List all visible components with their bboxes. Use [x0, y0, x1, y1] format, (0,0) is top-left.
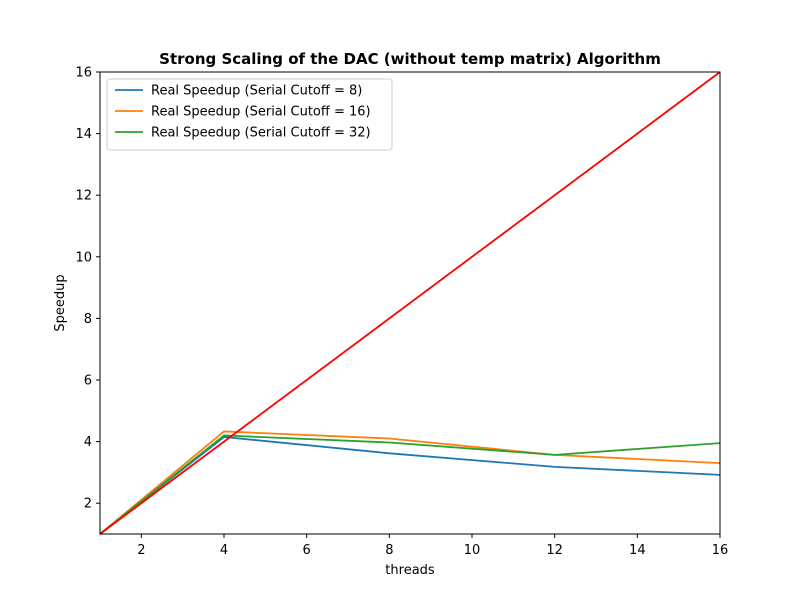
y-tick-label: 12: [75, 189, 92, 204]
legend-box: [106, 78, 393, 151]
y-tick-label: 10: [75, 250, 92, 265]
x-axis: 2 4 6 8 10 12 14 16: [137, 534, 728, 558]
y-tick-label: 2: [84, 497, 92, 512]
x-tick-label: 8: [385, 543, 393, 558]
y-axis: 2 4 6 8 10 12 14 16: [75, 66, 100, 512]
legend-entry: Real Speedup (Serial Cutoff = 8): [151, 84, 362, 99]
plot-frame: [99, 71, 721, 535]
series-line-3: [99, 434, 721, 535]
x-tick-label: 4: [220, 543, 228, 558]
y-axis-label: Speedup: [53, 274, 68, 331]
x-tick-label: 10: [464, 543, 481, 558]
series-line-1: [99, 436, 721, 535]
x-tick-label: 12: [546, 543, 563, 558]
legend-entry: Real Speedup (Serial Cutoff = 16): [151, 105, 371, 120]
y-tick-label: 6: [84, 374, 92, 389]
series-line-4: [99, 71, 721, 535]
chart-title: Strong Scaling of the DAC (without temp …: [159, 50, 661, 68]
y-tick-label: 8: [84, 312, 92, 327]
x-tick-label: 14: [629, 543, 646, 558]
x-axis-label: threads: [385, 563, 435, 578]
x-tick-label: 16: [712, 543, 729, 558]
legend-entry: Real Speedup (Serial Cutoff = 32): [151, 126, 371, 141]
plot-lines: [99, 71, 721, 535]
y-tick-label: 14: [75, 127, 92, 142]
x-tick-label: 6: [303, 543, 311, 558]
legend: Real Speedup (Serial Cutoff = 8) Real Spe…: [106, 78, 393, 151]
y-tick-label: 4: [84, 435, 92, 450]
y-tick-label: 16: [75, 66, 92, 81]
series-line-2: [99, 430, 721, 535]
x-tick-label: 2: [137, 543, 145, 558]
